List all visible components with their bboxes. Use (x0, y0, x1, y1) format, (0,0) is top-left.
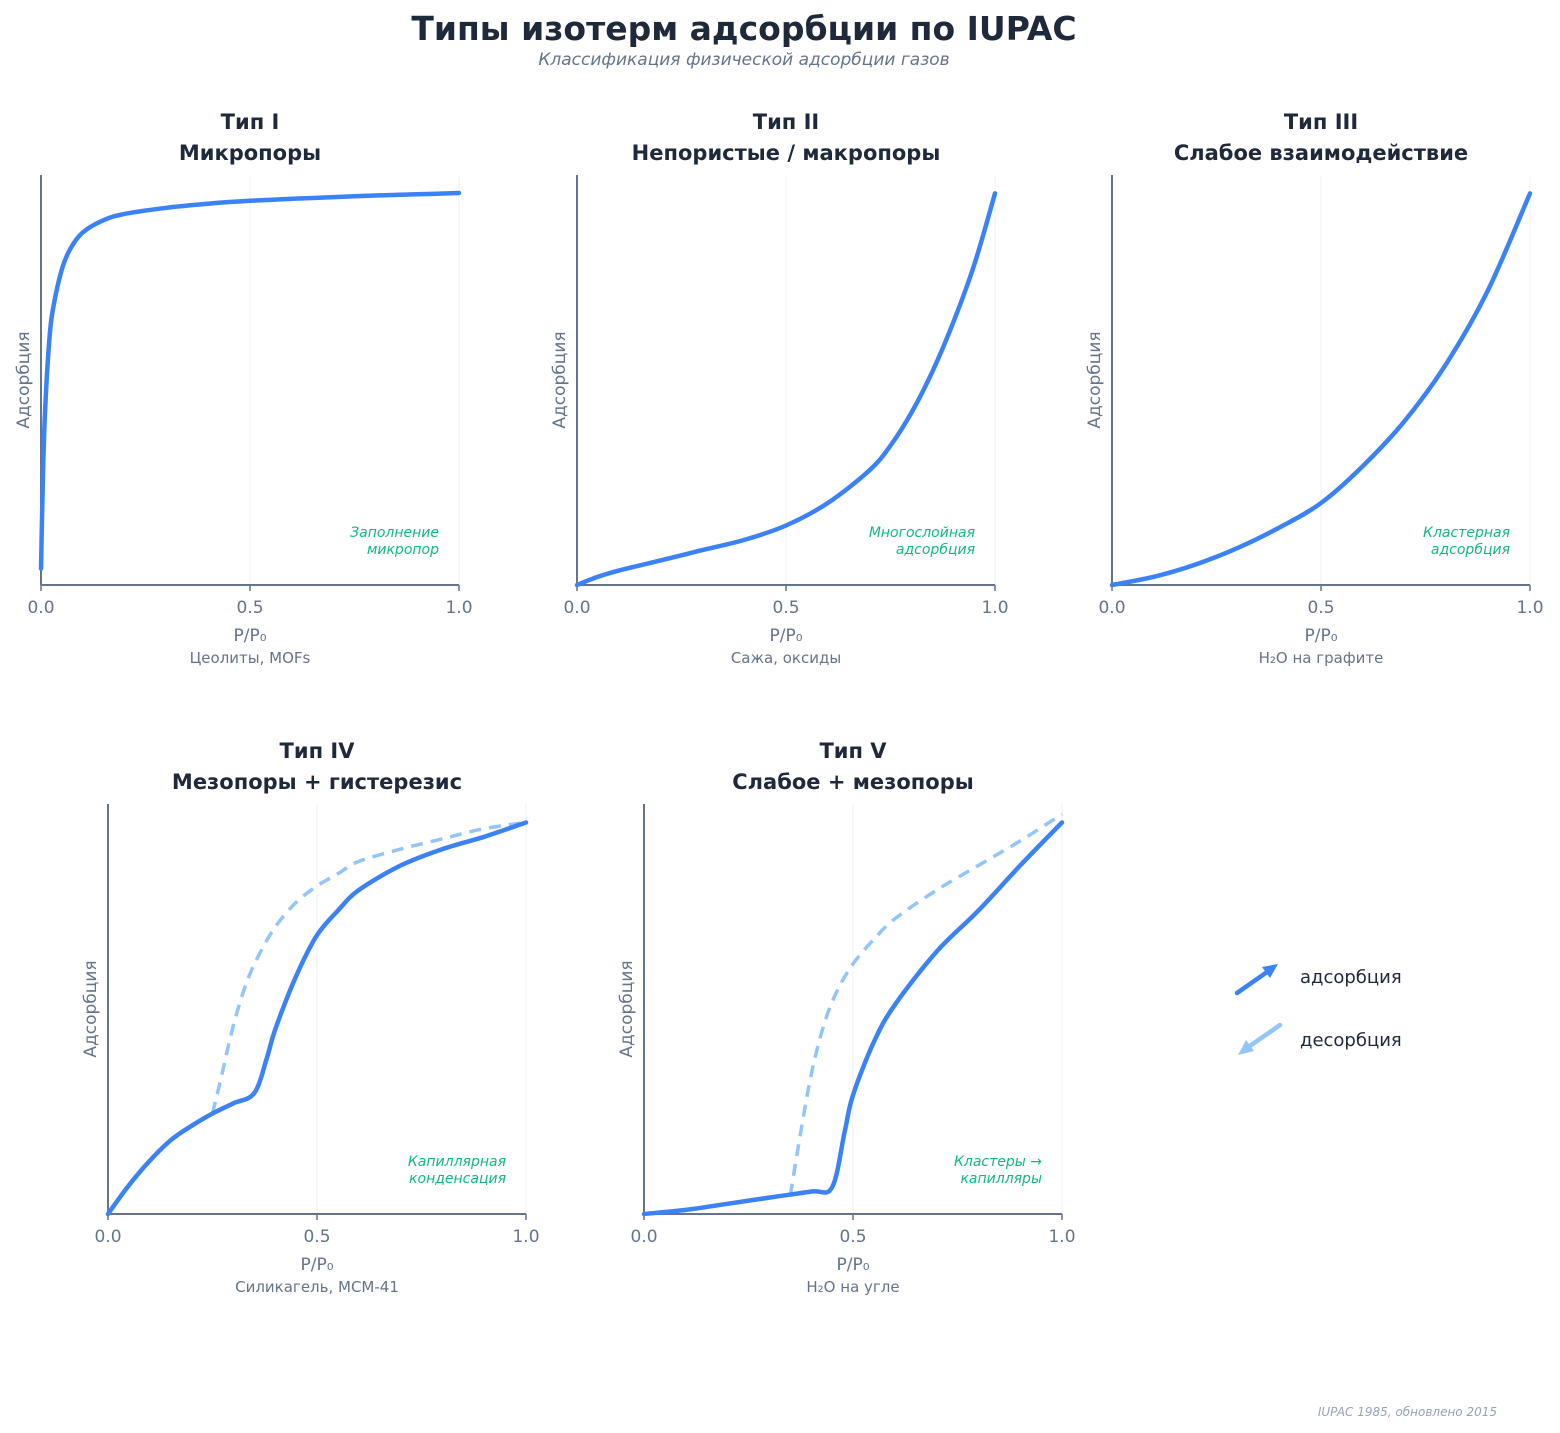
panel-annotation: капилляры (960, 1171, 1042, 1187)
legend-adsorption-label: адсорбция (1300, 967, 1402, 988)
panel-annotation: Многослойная (869, 525, 975, 541)
x-tick-label: 0.5 (772, 598, 799, 618)
x-tick-label: 1.0 (1516, 598, 1543, 618)
isotherm-panel-2: Тип II Непористые / макропоры 0.0 0.5 1.0 P/P… (550, 110, 1009, 667)
panel-title: Тип I (221, 110, 280, 134)
panel-title: Тип IV (280, 739, 356, 763)
desorption-curve (210, 820, 527, 1114)
adsorption-curve (641, 820, 1065, 1217)
panel-subtitle: Микропоры (179, 141, 321, 165)
adsorption-curve (38, 190, 462, 571)
x-axis-label: P/P₀ (836, 1255, 869, 1275)
adsorption-curve (574, 191, 998, 588)
panel-title: Тип II (753, 110, 820, 134)
x-axis-label: P/P₀ (1304, 626, 1337, 646)
panel-annotation: Заполнение (350, 525, 439, 541)
x-axis-label: P/P₀ (233, 626, 266, 646)
x-tick-label: 0.0 (630, 1227, 657, 1247)
panel-subtitle: Мезопоры + гистерезис (172, 770, 462, 794)
x-tick-label: 0.5 (839, 1227, 866, 1247)
x-tick-label: 1.0 (1048, 1227, 1075, 1247)
isotherm-panel-1: Тип I Микропоры 0.0 0.5 1.0 P/P₀ Адсорбция Цеол… (14, 110, 473, 667)
y-axis-label: Адсорбция (1085, 331, 1105, 428)
panel-subtitle: Непористые / макропоры (632, 141, 941, 165)
example-materials: H₂O на графите (1259, 649, 1384, 667)
panel-annotation: адсорбция (1431, 542, 1510, 558)
x-tick-label: 0.5 (303, 1227, 330, 1247)
panel-annotation: Кластеры → (954, 1154, 1042, 1170)
panel-annotation: Капиллярная (408, 1154, 506, 1170)
x-tick-label: 0.0 (1098, 598, 1125, 618)
y-axis-label: Адсорбция (617, 960, 637, 1057)
panel-annotation: конденсация (409, 1171, 506, 1187)
y-axis-label: Адсорбция (14, 331, 34, 428)
panel-title: Тип V (819, 739, 887, 763)
x-tick-label: 0.5 (236, 598, 263, 618)
x-tick-label: 0.5 (1307, 598, 1334, 618)
example-materials: Силикагель, MCM-41 (235, 1278, 399, 1296)
x-tick-label: 1.0 (512, 1227, 539, 1247)
adsorption-curve (1109, 191, 1533, 588)
isotherm-panel-3: Тип III Слабое взаимодействие 0.0 0.5 1.0 P/P… (1085, 110, 1544, 667)
isotherm-panel-4: Тип IV Мезопоры + гистерезис 0.0 0.5 1.0 P/P₀… (81, 739, 540, 1296)
y-axis-label: Адсорбция (550, 331, 570, 428)
panels: Тип I Микропоры 0.0 0.5 1.0 P/P₀ Адсорбция Цеол… (14, 110, 1544, 1296)
example-materials: H₂O на угле (806, 1278, 899, 1296)
footer-note: IUPAC 1985, обновлено 2015 (1318, 1405, 1497, 1419)
panel-annotation: адсорбция (896, 542, 975, 558)
y-axis-label: Адсорбция (81, 960, 101, 1057)
legend-desorption-label: десорбция (1300, 1030, 1402, 1051)
isotherm-panel-5: Тип V Слабое + мезопоры 0.0 0.5 1.0 P/P₀ Адсор… (617, 739, 1076, 1296)
panel-subtitle: Слабое + мезопоры (732, 770, 974, 794)
page-subtitle: Классификация физической адсорбции газов (538, 50, 949, 70)
legend-adsorption-marker (1234, 964, 1278, 996)
panel-annotation: Кластерная (1423, 525, 1510, 541)
adsorption-curve (105, 820, 529, 1217)
legend-desorption-marker (1238, 1022, 1283, 1055)
x-tick-label: 1.0 (981, 598, 1008, 618)
x-axis-label: P/P₀ (769, 626, 802, 646)
example-materials: Сажа, оксиды (731, 649, 841, 667)
panel-title: Тип III (1284, 110, 1358, 134)
example-materials: Цеолиты, MOFs (190, 649, 311, 667)
x-tick-label: 0.0 (94, 1227, 121, 1247)
x-axis-label: P/P₀ (300, 1255, 333, 1275)
legend: адсорбция десорбция (1234, 964, 1402, 1055)
x-tick-label: 0.0 (27, 598, 54, 618)
panel-subtitle: Слабое взаимодействие (1174, 141, 1468, 165)
page-title: Типы изотерм адсорбции по IUPAC (411, 9, 1076, 48)
x-tick-label: 1.0 (445, 598, 472, 618)
panel-annotation: микропор (367, 542, 439, 558)
desorption-curve (788, 812, 1063, 1196)
x-tick-label: 0.0 (563, 598, 590, 618)
